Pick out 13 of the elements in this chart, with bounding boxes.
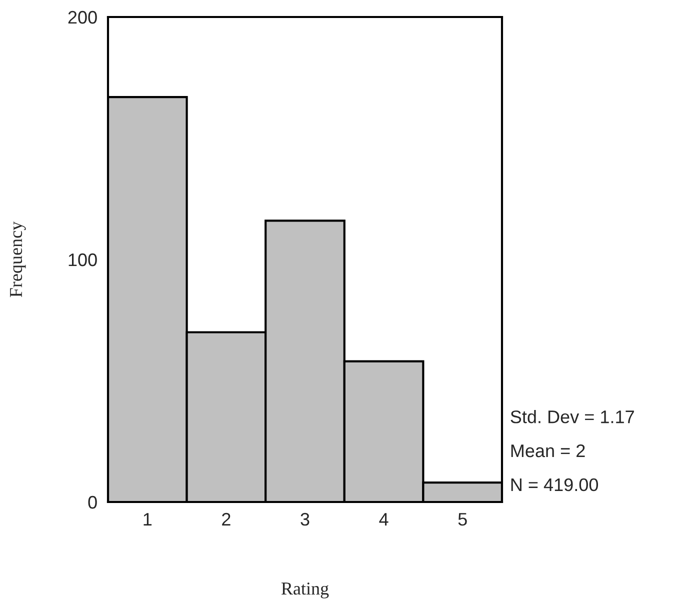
text: N = 419.00 <box>511 478 598 492</box>
y-axis-title: Frequency <box>10 221 26 298</box>
y-tick-label: 0 <box>88 496 97 509</box>
y-tick-label: 200 <box>68 10 97 24</box>
x-tick-label: 4 <box>379 513 388 526</box>
x-tick-label: 3 <box>300 512 310 526</box>
text: Std. Dev = 1.17 <box>510 410 634 424</box>
x-tick-label: 2 <box>222 512 230 526</box>
text: Mean = 2 <box>511 444 585 458</box>
x-tick-label: 1 <box>144 513 152 526</box>
x-axis-title: Rating <box>281 582 329 598</box>
y-tick-label: 100 <box>68 253 97 266</box>
x-tick-label: 5 <box>458 513 467 526</box>
